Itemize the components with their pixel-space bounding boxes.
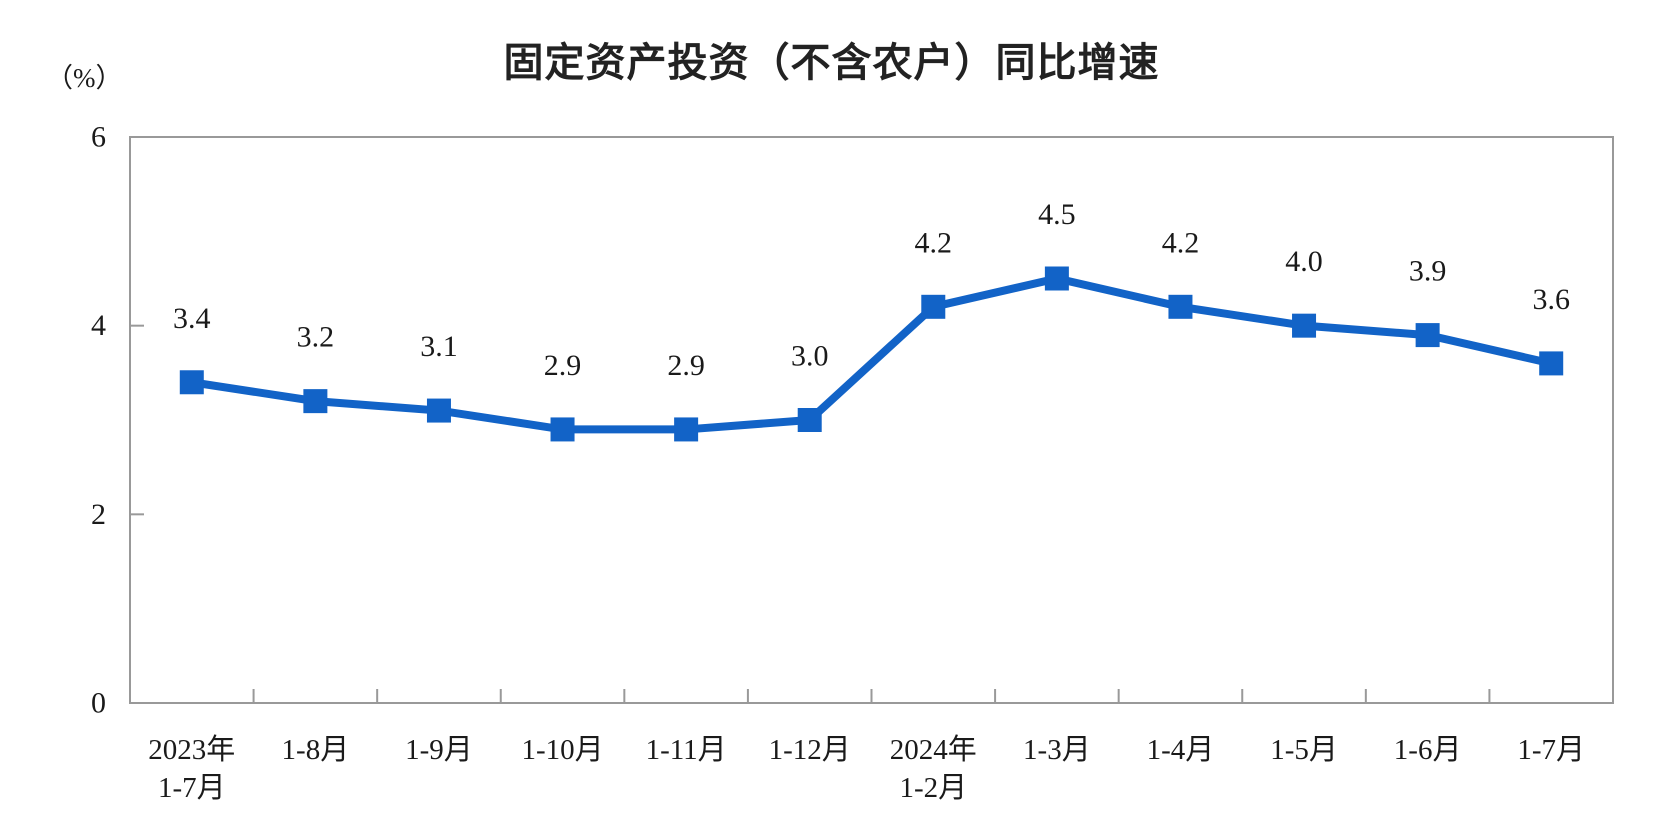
- series-line: [191, 274, 1553, 434]
- x-tick-label: 1-3月: [1023, 734, 1091, 766]
- x-tick-label: 1-2月: [899, 772, 967, 804]
- data-point-marker: [1415, 323, 1440, 348]
- data-point-label: 2.9: [667, 349, 705, 382]
- data-point-marker: [674, 417, 699, 442]
- x-tick-label: 1-6月: [1394, 734, 1462, 766]
- data-point-marker: [921, 294, 946, 319]
- data-point-label: 3.1: [420, 330, 458, 363]
- data-point-label: 4.5: [1038, 198, 1076, 231]
- data-point-marker: [179, 370, 204, 395]
- x-tick-label: 1-12月: [769, 734, 851, 766]
- data-point-label: 3.9: [1409, 255, 1447, 288]
- data-point-marker: [1539, 351, 1564, 376]
- data-point-marker: [1168, 294, 1193, 319]
- x-tick-label: 1-7月: [158, 772, 226, 804]
- x-tick-label: 1-5月: [1270, 734, 1338, 766]
- y-tick-label: 6: [91, 121, 106, 154]
- data-point-label: 4.2: [1162, 226, 1200, 259]
- data-point-label: 4.2: [915, 226, 953, 259]
- y-tick-label: 0: [91, 687, 106, 720]
- y-tick-label: 4: [91, 309, 106, 342]
- x-tick-label: 1-4月: [1147, 734, 1215, 766]
- x-tick-label: 1-10月: [521, 734, 603, 766]
- x-tick-label: 1-9月: [405, 734, 473, 766]
- plot-border: [129, 136, 1614, 704]
- x-tick-label: 1-11月: [646, 734, 727, 766]
- data-point-marker: [426, 398, 451, 423]
- x-tick-label: 2024年: [890, 733, 977, 766]
- data-point-marker: [1292, 313, 1317, 338]
- data-point-marker: [797, 408, 822, 432]
- data-point-label: 4.0: [1285, 245, 1323, 278]
- x-tick-label: 2023年: [148, 733, 235, 766]
- data-point-marker: [550, 417, 575, 442]
- data-point-marker: [303, 389, 328, 414]
- x-tick-label: 1-8月: [282, 734, 350, 766]
- y-axis-unit-label: （%）: [46, 63, 123, 93]
- y-tick-label: 2: [91, 498, 106, 531]
- data-point-marker: [1044, 266, 1069, 291]
- x-tick-label: 1-7月: [1517, 734, 1585, 766]
- data-point-label: 3.4: [173, 302, 211, 335]
- data-point-label: 3.0: [791, 340, 829, 373]
- chart-title: 固定资产投资（不含农户）同比增速: [503, 41, 1160, 85]
- data-point-label: 3.2: [297, 321, 335, 354]
- data-point-label: 3.6: [1532, 283, 1570, 316]
- data-point-label: 2.9: [544, 349, 582, 382]
